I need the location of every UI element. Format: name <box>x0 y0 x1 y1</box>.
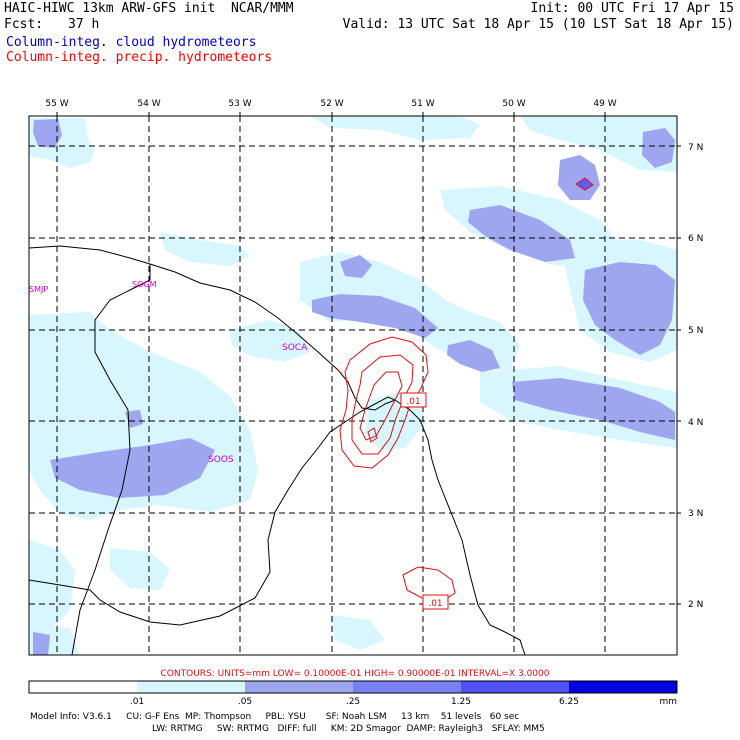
lat-label: 6 N <box>688 234 703 244</box>
precip-contours <box>339 336 456 601</box>
colorbar-tick: .01 <box>130 697 144 707</box>
plot-frame <box>28 115 678 656</box>
colorbar-tick: .05 <box>238 697 252 707</box>
forecast-label: Fcst: <box>4 17 44 32</box>
model-info-line2: LW: RRTMG SW: RRTMG DIFF: full KM: 2D Sm… <box>152 724 545 734</box>
colorbar-tick: .25 <box>346 697 360 707</box>
contour-label: .01 <box>406 397 420 407</box>
station-label: SOGM <box>132 280 157 289</box>
lat-label: 5 N <box>688 326 703 336</box>
model-info-line1: Model Info: V3.6.1 CU: G-F Ens MP: Thomp… <box>30 712 520 722</box>
legend-precip: Column-integ. precip. hydrometeors <box>6 50 273 65</box>
station-label: SOOS <box>208 455 234 465</box>
colorbar-tick: 6.25 <box>559 697 579 707</box>
legend-cloud: Column-integ. cloud hydrometeors <box>6 35 257 50</box>
cloud-field-mid <box>33 119 675 655</box>
colorbar-unit: mm <box>659 697 677 707</box>
contour-info: CONTOURS: UNITS=mm LOW= 0.10000E-01 HIGH… <box>161 669 550 679</box>
lon-label: 50 W <box>502 99 525 109</box>
lon-label: 53 W <box>228 99 251 109</box>
lat-label: 2 N <box>688 600 703 610</box>
lon-label: 55 W <box>45 99 68 109</box>
lon-label: 54 W <box>137 99 160 109</box>
coastline <box>29 245 526 655</box>
lon-label: 52 W <box>320 99 343 109</box>
init-time: Init: 00 UTC Fri 17 Apr 15 <box>530 1 735 16</box>
lat-label: 4 N <box>688 418 703 428</box>
station-label: SMJP <box>29 285 48 294</box>
contour-label-box <box>422 594 449 610</box>
colorbar: .01 .05 .25 1.25 6.25 mm <box>28 680 678 707</box>
graticule <box>29 116 677 655</box>
colorbar-tick: 1.25 <box>451 697 471 707</box>
lon-label: 51 W <box>411 99 434 109</box>
lat-label: 3 N <box>688 509 703 519</box>
forecast-hour: 37 h <box>68 17 100 32</box>
map-title: HAIC-HIWC 13km ARW-GFS init NCAR/MMM <box>4 1 294 16</box>
contour-label: .01 <box>428 599 442 609</box>
precip-markers <box>337 369 343 375</box>
lat-label: 7 N <box>688 143 703 153</box>
lon-label: 49 W <box>593 99 616 109</box>
valid-time: Valid: 13 UTC Sat 18 Apr 15 (10 LST Sat … <box>342 17 734 32</box>
frame-ticks <box>56 112 681 605</box>
cloud-core <box>575 177 594 191</box>
contour-label-box <box>400 392 427 408</box>
station-label: SOCA <box>282 343 308 353</box>
